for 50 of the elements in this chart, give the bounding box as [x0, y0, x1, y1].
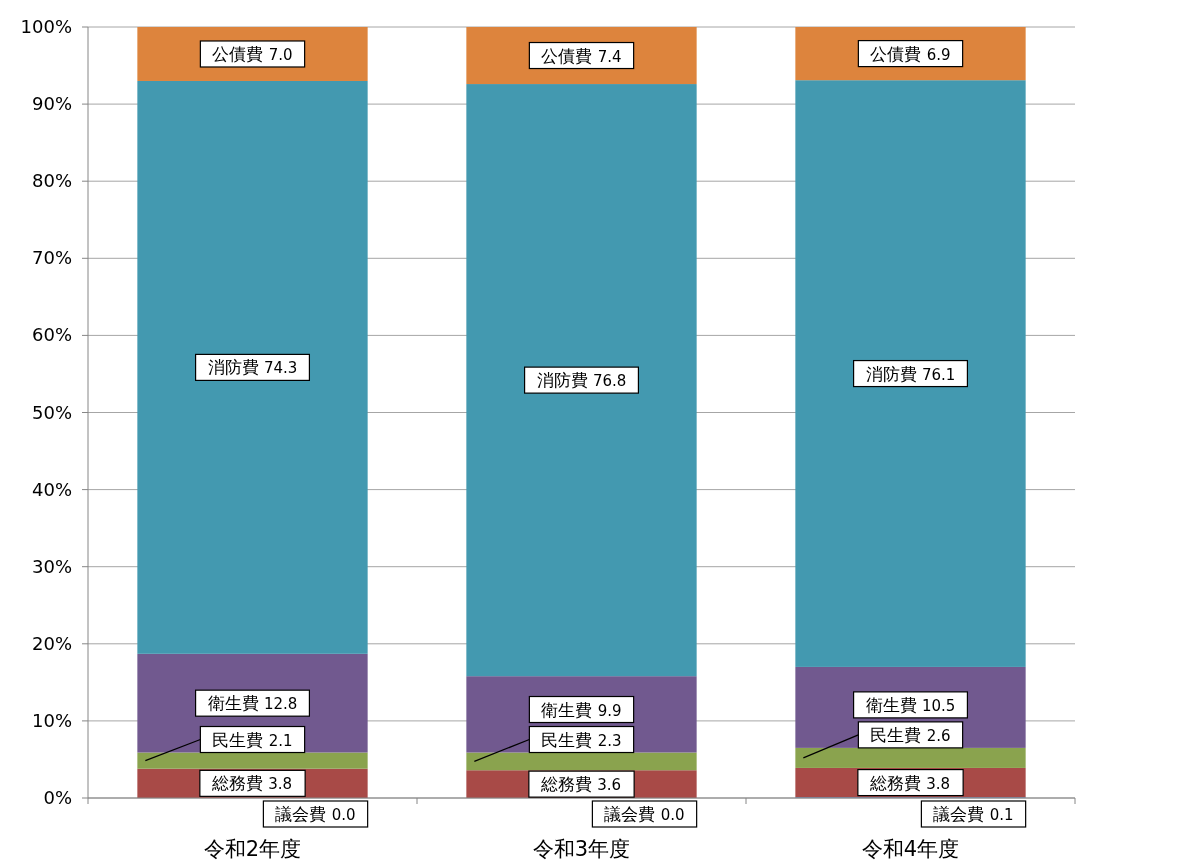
x-tick-label: 令和3年度	[532, 837, 631, 861]
text: 議会費	[275, 804, 327, 824]
y-tick-label: 30%	[31, 555, 72, 577]
text: 民生費	[541, 729, 593, 750]
data-label: 6.9	[926, 45, 951, 64]
series-label: 議会費	[933, 804, 990, 824]
data-label: 7.4	[597, 47, 622, 66]
series-label: 公債費	[870, 43, 927, 64]
text: 衛生費	[865, 694, 917, 715]
y-tick-label: 80%	[31, 170, 72, 192]
data-label: 2.3	[597, 731, 622, 750]
x-tick-label: 令和4年度	[861, 837, 960, 861]
data-label: 0.1	[989, 806, 1014, 824]
data-label: 2.1	[268, 731, 293, 750]
y-tick-label: 60%	[31, 324, 72, 346]
text: 議会費	[604, 804, 656, 824]
text: 公債費	[541, 45, 593, 66]
data-label: 76.1	[922, 365, 956, 384]
data-label: 12.8	[264, 695, 298, 714]
series-label: 衛生費	[541, 699, 598, 720]
text: 総務費	[869, 772, 921, 793]
data-label: 2.6	[926, 726, 951, 745]
text: 消防費	[536, 370, 588, 391]
text: 総務費	[211, 773, 263, 794]
series-label: 民生費	[212, 729, 269, 750]
data-label: 0.0	[660, 806, 685, 824]
y-tick-label: 40%	[31, 478, 72, 500]
data-label: 9.9	[597, 701, 622, 720]
data-label: 3.8	[268, 775, 293, 794]
y-tick-label: 90%	[31, 93, 72, 115]
data-label: 74.3	[264, 359, 298, 378]
y-tick-label: 50%	[31, 401, 72, 423]
data-label: 7.0	[268, 45, 293, 64]
y-tick-label: 20%	[31, 632, 72, 654]
y-tick-label: 70%	[31, 247, 72, 269]
y-tick-label: 100%	[20, 16, 72, 37]
data-label: 76.8	[593, 372, 627, 391]
y-tick-label: 10%	[31, 709, 72, 731]
text: 衛生費	[207, 693, 259, 714]
data-label: 10.5	[922, 696, 956, 715]
text: 消防費	[865, 363, 917, 384]
y-tick-label: 0%	[43, 787, 72, 808]
text: 民生費	[870, 724, 922, 745]
data-label: 0.0	[331, 806, 356, 824]
data-label: 3.6	[597, 776, 622, 795]
text: 公債費	[212, 43, 264, 64]
x-tick-label: 令和2年度	[203, 837, 302, 861]
data-label: 3.8	[926, 774, 951, 793]
series-label: 総務費	[539, 774, 598, 795]
series-label: 消防費	[207, 357, 264, 378]
